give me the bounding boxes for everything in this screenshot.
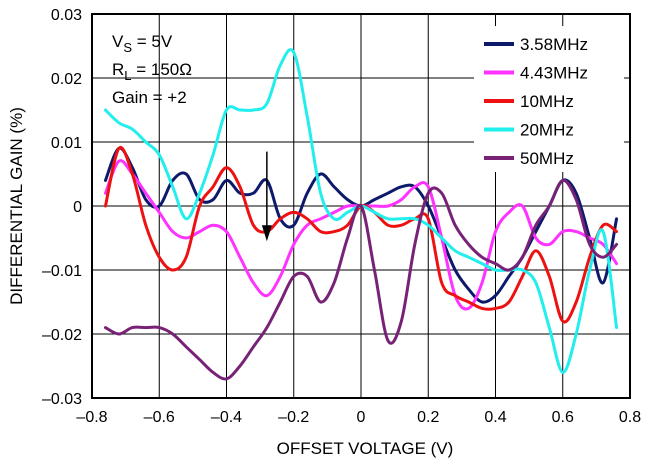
x-tick-label: –0.8 [76,409,107,426]
y-tick-label: 0.03 [51,7,82,24]
x-tick-label: –0.2 [278,409,309,426]
ticks: –0.8 –0.6 –0.4 –0.2 0 0.2 0.4 0.6 0.8 –0.03 –0.02 –… [42,7,641,426]
y-axis-label: DIFFERENTIAL GAIN (%) [7,107,26,305]
x-tick-label: 0.2 [417,409,439,426]
y-tick-label: –0.03 [42,391,82,408]
y-tick-label: 0 [73,199,82,216]
legend-label: 3.58MHz [520,35,588,54]
x-tick-label: 0.8 [619,409,641,426]
y-tick-label: –0.01 [42,263,82,280]
annotation-vs: VS = 5V [112,32,173,55]
legend-label: 4.43MHz [520,64,588,83]
series-lines [103,48,619,381]
x-axis-label: OFFSET VOLTAGE (V) [277,439,454,458]
annotation-arrow [261,151,272,242]
x-tick-label: 0 [357,409,366,426]
x-tick-label: 0.4 [484,409,506,426]
plot-frame [91,13,631,399]
annotation-rl: RL = 150Ω [112,60,192,83]
legend-label: 50MHz [520,149,574,168]
arrow-head [261,225,272,242]
series-line-5 [103,178,619,381]
x-tick-label: 0.6 [552,409,574,426]
y-tick-label: –0.02 [42,327,82,344]
condition-annotations: VS = 5V RL = 150Ω Gain = +2 [112,32,192,107]
legend: 3.58MHz 4.43MHz 10MHz 20MHz 50MHz [474,26,624,172]
legend-label: 20MHz [520,121,574,140]
annotation-gain: Gain = +2 [112,88,187,107]
legend-label: 10MHz [520,92,574,111]
y-tick-label: 0.02 [51,71,82,88]
x-tick-label: –0.6 [144,409,175,426]
y-tick-label: 0.01 [51,135,82,152]
x-tick-label: –0.4 [211,409,242,426]
